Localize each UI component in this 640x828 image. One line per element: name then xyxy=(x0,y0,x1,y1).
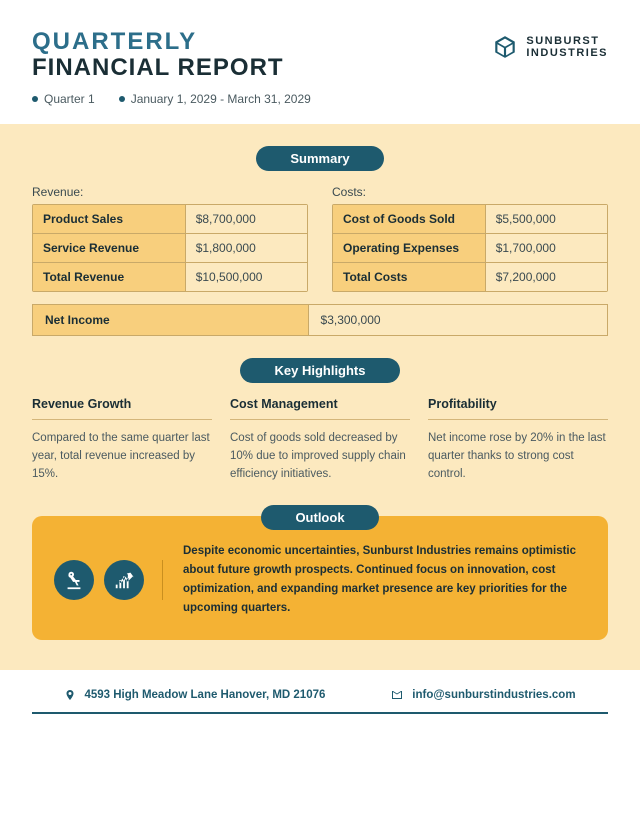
summary-pill: Summary xyxy=(256,146,383,171)
company-line1: SUNBURST xyxy=(526,35,608,47)
email-text: info@sunburstindustries.com xyxy=(412,689,575,701)
location-icon xyxy=(64,688,76,702)
divider xyxy=(230,419,410,420)
company-logo: SUNBURST INDUSTRIES xyxy=(492,34,608,60)
highlight-title: Cost Management xyxy=(230,397,410,411)
row-value: $10,500,000 xyxy=(186,263,307,291)
footer: 4593 High Meadow Lane Hanover, MD 21076 … xyxy=(0,670,640,732)
row-label: Product Sales xyxy=(33,205,186,233)
table-row: Total Revenue $10,500,000 xyxy=(33,263,307,291)
growth-chart-icon xyxy=(104,560,144,600)
bullet-icon xyxy=(119,96,125,102)
outlook-text: Despite economic uncertainties, Sunburst… xyxy=(183,542,586,618)
email-item: info@sunburstindustries.com xyxy=(390,688,575,702)
costs-label: Costs: xyxy=(332,185,608,199)
row-label: Cost of Goods Sold xyxy=(333,205,486,233)
revenue-label: Revenue: xyxy=(32,185,308,199)
net-income-value: $3,300,000 xyxy=(309,305,393,335)
highlight-title: Revenue Growth xyxy=(32,397,212,411)
net-income-label: Net Income xyxy=(33,305,309,335)
table-row: Service Revenue $1,800,000 xyxy=(33,234,307,263)
title-block: QUARTERLY FINANCIAL REPORT Quarter 1 Jan… xyxy=(32,28,492,106)
outlook-box: Despite economic uncertainties, Sunburst… xyxy=(32,516,608,640)
row-label: Service Revenue xyxy=(33,234,186,262)
mail-icon xyxy=(390,689,404,701)
net-income-row: Net Income $3,300,000 xyxy=(32,304,608,336)
revenue-column: Revenue: Product Sales $8,700,000 Servic… xyxy=(32,185,308,292)
costs-table: Cost of Goods Sold $5,500,000 Operating … xyxy=(332,204,608,292)
header: QUARTERLY FINANCIAL REPORT Quarter 1 Jan… xyxy=(0,0,640,124)
main-content: Summary Revenue: Product Sales $8,700,00… xyxy=(0,124,640,670)
summary-tables: Revenue: Product Sales $8,700,000 Servic… xyxy=(32,185,608,292)
highlight-col: Profitability Net income rose by 20% in … xyxy=(428,397,608,483)
costs-column: Costs: Cost of Goods Sold $5,500,000 Ope… xyxy=(332,185,608,292)
row-value: $8,700,000 xyxy=(186,205,307,233)
row-label: Total Costs xyxy=(333,263,486,291)
address-text: 4593 High Meadow Lane Hanover, MD 21076 xyxy=(84,689,325,701)
row-value: $1,700,000 xyxy=(486,234,607,262)
outlook-pill: Outlook xyxy=(261,505,378,530)
table-row: Product Sales $8,700,000 xyxy=(33,205,307,234)
table-row: Cost of Goods Sold $5,500,000 xyxy=(333,205,607,234)
date-range-meta: January 1, 2029 - March 31, 2029 xyxy=(119,92,311,106)
title-line1: QUARTERLY xyxy=(32,28,492,56)
highlight-text: Cost of goods sold decreased by 10% due … xyxy=(230,430,410,483)
company-line2: INDUSTRIES xyxy=(526,47,608,59)
highlight-col: Revenue Growth Compared to the same quar… xyxy=(32,397,212,483)
footer-row: 4593 High Meadow Lane Hanover, MD 21076 … xyxy=(32,688,608,702)
highlight-text: Compared to the same quarter last year, … xyxy=(32,430,212,483)
table-row: Operating Expenses $1,700,000 xyxy=(333,234,607,263)
row-value: $7,200,000 xyxy=(486,263,607,291)
bullet-icon xyxy=(32,96,38,102)
highlight-text: Net income rose by 20% in the last quart… xyxy=(428,430,608,483)
robot-arm-icon xyxy=(54,560,94,600)
row-value: $5,500,000 xyxy=(486,205,607,233)
divider xyxy=(32,419,212,420)
highlights-pill: Key Highlights xyxy=(240,358,399,383)
table-row: Total Costs $7,200,000 xyxy=(333,263,607,291)
quarter-text: Quarter 1 xyxy=(44,92,95,106)
meta-row: Quarter 1 January 1, 2029 - March 31, 20… xyxy=(32,92,492,106)
footer-divider xyxy=(32,712,608,714)
row-label: Operating Expenses xyxy=(333,234,486,262)
divider xyxy=(428,419,608,420)
row-value: $1,800,000 xyxy=(186,234,307,262)
row-label: Total Revenue xyxy=(33,263,186,291)
date-range-text: January 1, 2029 - March 31, 2029 xyxy=(131,92,311,106)
company-name: SUNBURST INDUSTRIES xyxy=(526,35,608,59)
quarter-meta: Quarter 1 xyxy=(32,92,95,106)
title-line2: FINANCIAL REPORT xyxy=(32,54,492,82)
highlight-col: Cost Management Cost of goods sold decre… xyxy=(230,397,410,483)
outlook-icons xyxy=(54,560,163,600)
highlights-row: Revenue Growth Compared to the same quar… xyxy=(32,397,608,483)
highlight-title: Profitability xyxy=(428,397,608,411)
revenue-table: Product Sales $8,700,000 Service Revenue… xyxy=(32,204,308,292)
cube-logo-icon xyxy=(492,34,518,60)
address-item: 4593 High Meadow Lane Hanover, MD 21076 xyxy=(64,688,325,702)
